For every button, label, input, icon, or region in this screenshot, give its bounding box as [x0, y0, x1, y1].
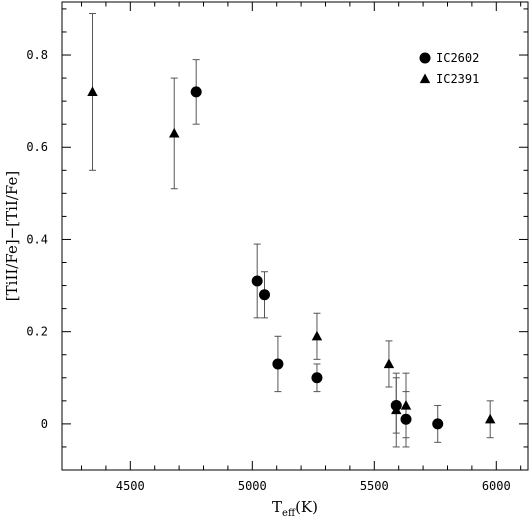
plot-frame	[61, 1, 529, 471]
y-tick-label: 0.6	[26, 140, 48, 154]
x-tick-label: 6000	[482, 479, 511, 493]
point-ic2391	[400, 399, 412, 410]
error-bars	[88, 13, 494, 448]
legend-label-ic2602: IC2602	[436, 51, 479, 65]
x-axis-title-unit: (K)	[295, 498, 318, 516]
point-ic2602	[259, 289, 271, 301]
point-ic2602	[190, 86, 202, 98]
y-axis-title: [TiII/Fe]−[TiI/Fe]	[3, 171, 21, 301]
axis-ticks	[62, 2, 528, 470]
y-tick-label: 0.4	[26, 232, 48, 246]
legend-marker-ic2391	[419, 73, 431, 84]
data-markers	[87, 86, 496, 430]
x-axis-title: Teff(K)	[272, 498, 318, 519]
point-ic2602	[272, 358, 284, 370]
y-tick-label: 0.2	[26, 325, 48, 339]
point-ic2602	[400, 413, 412, 425]
point-ic2391	[169, 127, 180, 138]
x-tick-label: 4500	[116, 479, 145, 493]
y-tick-label: 0.8	[26, 48, 48, 62]
x-axis-title-subscript: eff	[282, 508, 296, 519]
point-ic2391	[87, 86, 98, 97]
point-ic2391	[311, 330, 323, 341]
x-tick-label: 5000	[238, 479, 267, 493]
x-tick-label: 5500	[360, 479, 389, 493]
point-ic2602	[251, 275, 263, 287]
point-ic2391	[391, 404, 402, 415]
point-ic2602	[432, 418, 444, 430]
y-tick-label: 0	[41, 417, 48, 431]
point-ic2602	[311, 372, 323, 384]
legend-marker-ic2602	[419, 52, 431, 64]
x-axis-title-main: T	[272, 498, 282, 516]
point-ic2391	[383, 358, 395, 369]
legend-label-ic2391: IC2391	[436, 72, 479, 86]
point-ic2391	[484, 413, 496, 424]
legend: IC2602 IC2391	[419, 51, 479, 86]
axis-tick-labels: 4500 5000 5500 6000 0 0.2 0.4 0.6 0.8	[26, 48, 510, 493]
